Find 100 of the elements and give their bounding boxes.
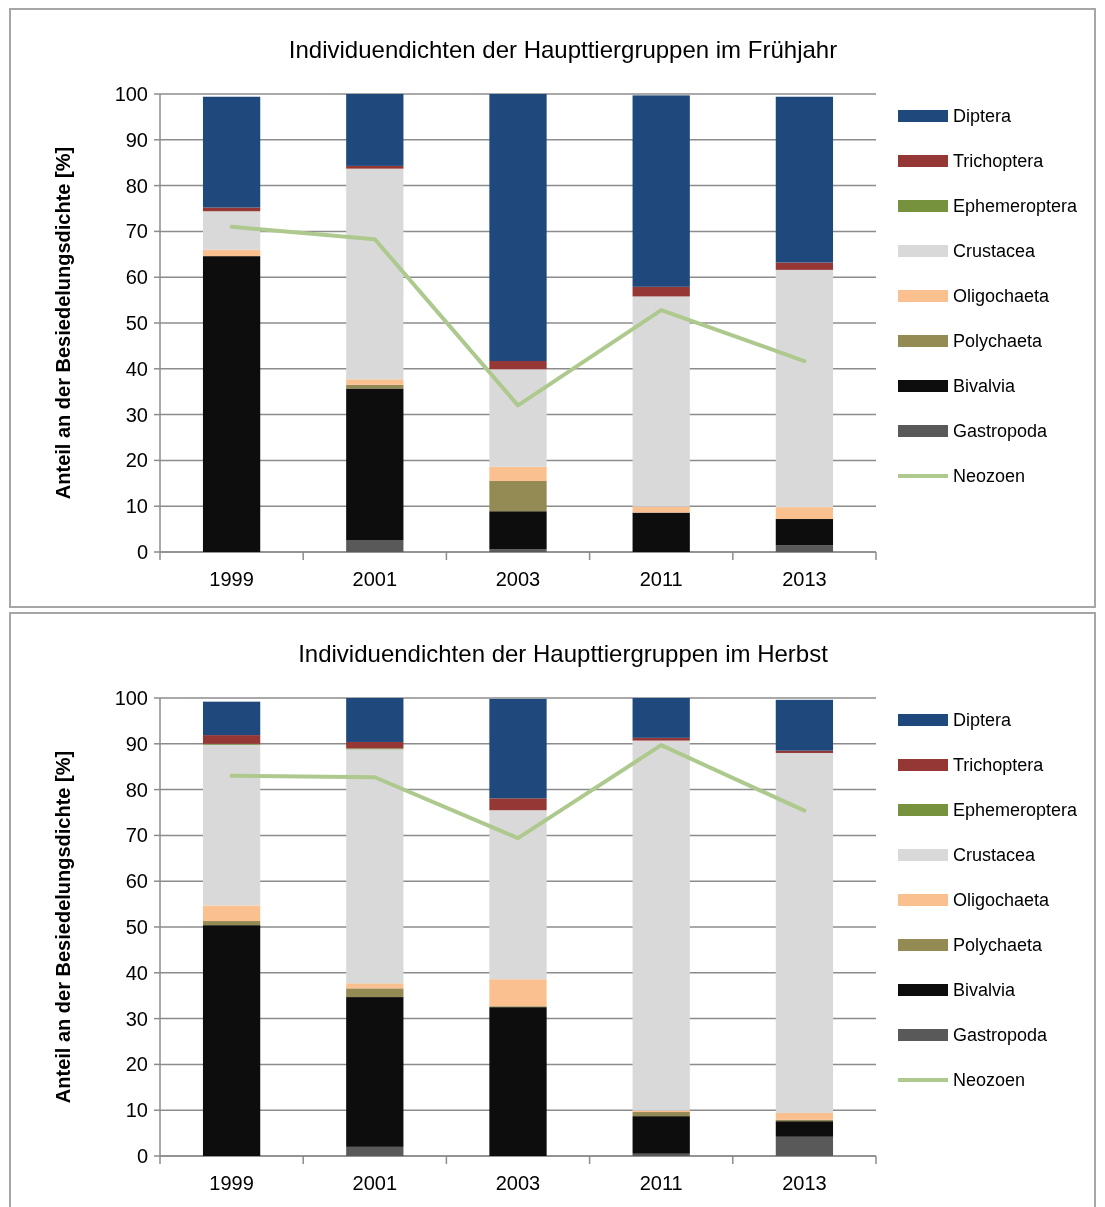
legend-label: Diptera bbox=[953, 710, 1013, 731]
chart-title: Individuendichten der Haupttiergruppen im Herbst bbox=[298, 640, 829, 667]
bar bbox=[775, 269, 834, 508]
legend-label: Bivalvia bbox=[953, 980, 1017, 1001]
legend-label: Crustacea bbox=[953, 241, 1037, 262]
x-tick-label: 2013 bbox=[782, 568, 827, 590]
bar bbox=[489, 810, 547, 980]
bar bbox=[346, 165, 404, 169]
legend-label: Crustacea bbox=[953, 845, 1037, 866]
y-tick-label: 90 bbox=[125, 128, 148, 151]
bar bbox=[346, 1146, 404, 1156]
bar bbox=[202, 256, 261, 552]
bar bbox=[632, 506, 690, 513]
y-tick-label: 10 bbox=[125, 495, 148, 518]
bar bbox=[632, 737, 690, 741]
y-tick-label: 70 bbox=[125, 220, 148, 243]
bar bbox=[775, 752, 834, 1113]
bar bbox=[775, 1136, 834, 1156]
bar bbox=[489, 369, 547, 467]
bar bbox=[489, 798, 547, 811]
bar bbox=[346, 540, 404, 552]
bar bbox=[775, 699, 834, 751]
bar bbox=[346, 94, 404, 166]
legend-label: Oligochaeta bbox=[953, 286, 1051, 307]
legend-label: Oligochaeta bbox=[953, 890, 1051, 911]
chart-title: Individuendichten der Haupttiergruppen im Frühjahr bbox=[288, 36, 838, 63]
bar bbox=[202, 249, 261, 257]
bar bbox=[775, 519, 834, 546]
y-tick-label: 70 bbox=[125, 824, 148, 847]
bar bbox=[202, 96, 261, 208]
bar bbox=[632, 1116, 690, 1154]
bar bbox=[489, 361, 547, 370]
bar bbox=[489, 511, 547, 550]
y-tick-label: 60 bbox=[125, 266, 148, 289]
legend-label: Ephemeroptera bbox=[953, 196, 1079, 217]
bar bbox=[632, 512, 690, 552]
y-tick-label: 40 bbox=[125, 961, 148, 984]
y-tick-label: 50 bbox=[125, 312, 148, 334]
line-series bbox=[229, 224, 807, 408]
bar bbox=[632, 296, 690, 507]
x-tick-label: 2003 bbox=[495, 1172, 541, 1194]
y-tick-label: 20 bbox=[125, 1053, 148, 1076]
x-tick-label: 2011 bbox=[639, 568, 683, 590]
bar bbox=[202, 211, 261, 250]
bar bbox=[202, 701, 261, 736]
y-tick-label: 80 bbox=[125, 778, 148, 801]
y-tick-label: 60 bbox=[125, 870, 148, 893]
bar bbox=[775, 507, 834, 520]
bar bbox=[346, 997, 404, 1147]
bar bbox=[489, 698, 547, 799]
legend-label: Polychaeta bbox=[953, 331, 1044, 352]
bar bbox=[489, 979, 547, 1007]
legend-label: Trichoptera bbox=[953, 151, 1045, 172]
bar bbox=[202, 744, 261, 906]
y-tick-label: 30 bbox=[125, 1007, 148, 1030]
bar bbox=[489, 549, 547, 552]
y-tick-label: 90 bbox=[125, 732, 148, 755]
y-tick-label: 20 bbox=[125, 449, 148, 472]
bar bbox=[632, 740, 690, 1111]
bar bbox=[775, 1112, 834, 1120]
y-tick-label: 0 bbox=[136, 541, 148, 563]
legend-label: Gastropoda bbox=[953, 1025, 1049, 1046]
bar bbox=[346, 168, 404, 380]
x-tick-label: 1999 bbox=[209, 1172, 254, 1194]
bar bbox=[346, 379, 404, 385]
bar bbox=[346, 388, 404, 541]
legend-label: Polychaeta bbox=[953, 935, 1044, 956]
y-tick-label: 100 bbox=[114, 83, 148, 105]
bar bbox=[775, 545, 834, 552]
bar bbox=[632, 698, 690, 738]
x-tick-label: 1999 bbox=[209, 568, 254, 590]
y-tick-label: 80 bbox=[125, 174, 148, 197]
bar bbox=[346, 988, 404, 998]
y-tick-label: 100 bbox=[114, 687, 148, 709]
bar bbox=[202, 735, 261, 744]
bar bbox=[489, 94, 547, 362]
bar bbox=[632, 95, 690, 287]
y-tick-label: 10 bbox=[125, 1099, 148, 1122]
bar bbox=[489, 481, 547, 512]
legend-label: Bivalvia bbox=[953, 376, 1017, 397]
bar bbox=[346, 698, 404, 742]
bar bbox=[346, 741, 404, 749]
legend-label: Diptera bbox=[953, 106, 1013, 127]
bar bbox=[346, 983, 404, 989]
bar bbox=[489, 1007, 547, 1156]
y-tick-label: 30 bbox=[125, 403, 148, 426]
bar bbox=[489, 466, 547, 482]
legend-label: Neozoen bbox=[953, 1070, 1026, 1091]
x-tick-label: 2001 bbox=[352, 1172, 398, 1194]
bar bbox=[775, 96, 834, 263]
y-tick-label: 50 bbox=[125, 916, 148, 938]
legend-label: Ephemeroptera bbox=[953, 800, 1079, 821]
x-tick-label: 2003 bbox=[495, 568, 541, 590]
bar bbox=[775, 1121, 834, 1137]
bar bbox=[202, 921, 261, 926]
bar bbox=[202, 925, 261, 1156]
bar bbox=[346, 749, 404, 984]
line-series bbox=[229, 743, 807, 841]
bar bbox=[632, 1112, 690, 1117]
x-tick-label: 2011 bbox=[639, 1172, 683, 1194]
